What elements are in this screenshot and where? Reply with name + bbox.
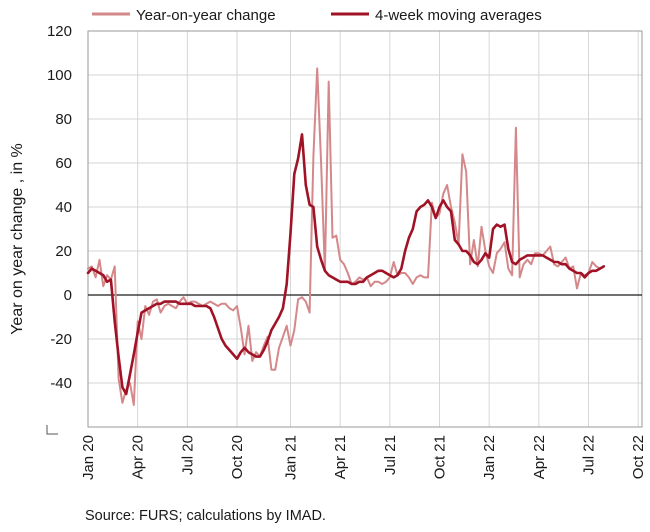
- x-tick-label: Jan 22: [481, 435, 498, 480]
- x-tick-labels: Jan 20 Apr 20 Jul 20 Oct 20 Jan 21 Apr 21 Jul …: [80, 435, 647, 480]
- x-tick-label: Apr 20: [130, 435, 147, 479]
- x-tick-label: Jul 21: [382, 435, 399, 475]
- y-tick-label: 0: [64, 287, 72, 304]
- y-tick-label: 60: [55, 155, 72, 172]
- y-tick-label: -20: [50, 331, 72, 348]
- y-tick-label: 20: [55, 243, 72, 260]
- legend: Year-on-year change 4-week moving average…: [92, 7, 542, 24]
- x-tick-label: Jan 21: [282, 435, 299, 480]
- series-line-1: [87, 67, 605, 406]
- series-line-2: [86, 133, 606, 396]
- axis-break-mark: [46, 425, 58, 435]
- source-note: Source: FURS; calculations by IMAD.: [85, 508, 326, 524]
- legend-label-1: Year-on-year change: [136, 7, 276, 24]
- x-tick-label: Jul 20: [179, 435, 196, 475]
- x-tick-label: Apr 21: [332, 435, 349, 479]
- legend-label-2: 4-week moving averages: [375, 7, 542, 24]
- y-tick-label: -40: [50, 375, 72, 392]
- y-tick-label: 80: [55, 111, 72, 128]
- x-tick-label: Oct 20: [229, 435, 246, 479]
- plot-frame: [87, 30, 643, 428]
- x-tick-label: Jul 22: [581, 435, 598, 475]
- y-tick-label: 120: [47, 23, 72, 40]
- series-group: [86, 67, 606, 406]
- y-tick-labels: -40 -20 0 20 40 60 80 100 120: [47, 23, 72, 392]
- y-tick-label: 40: [55, 199, 72, 216]
- x-tick-label: Oct 21: [432, 435, 449, 479]
- y-tick-label: 100: [47, 67, 72, 84]
- x-tick-label: Oct 22: [630, 435, 647, 479]
- y-axis-title: Year on year change , in %: [9, 143, 26, 335]
- x-tick-label: Apr 22: [531, 435, 548, 479]
- x-tick-label: Jan 20: [80, 435, 97, 480]
- grid-lines: [87, 30, 642, 427]
